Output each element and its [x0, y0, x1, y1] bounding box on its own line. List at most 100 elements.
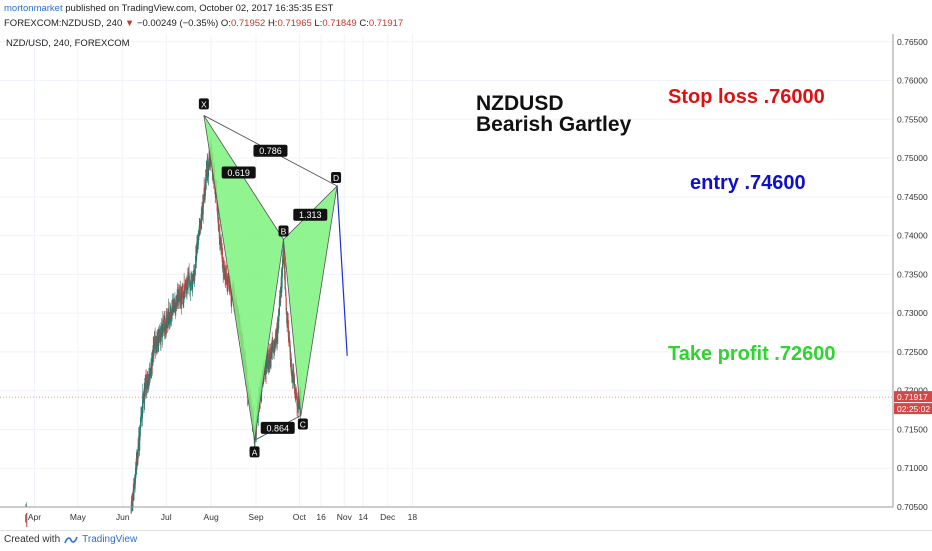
take-profit-label: Take profit .72600 [668, 343, 835, 365]
chart-legend: NZD/USD, 240, FOREXCOM [6, 38, 130, 49]
price-chart[interactable]: 0.619 1.313 0.786 0.864 X A B C D 0.76500 0.76000… [0, 34, 932, 530]
change-arrow-icon: ▼ [124, 18, 135, 29]
countdown-tag [894, 403, 932, 415]
current-price-label: 0.71917 [897, 392, 928, 402]
axes: 0.76500 0.76000 0.75500 0.75000 0.74500 0.740… [0, 34, 932, 522]
candle-body [162, 319, 164, 331]
candle-body [281, 277, 283, 288]
ratio-label: 1.313 [299, 210, 322, 220]
candle-body [226, 274, 228, 282]
open-value: 0.71952 [230, 18, 266, 29]
candle-body [280, 285, 282, 294]
tradingview-brand[interactable]: TradingView [82, 534, 138, 545]
candle-body [269, 359, 271, 363]
candle-body [217, 208, 219, 217]
candle-body [269, 348, 272, 359]
point-label: A [252, 447, 258, 457]
candle-body [172, 301, 174, 308]
author-link[interactable]: mortonmarket [4, 3, 63, 14]
gartley-pattern: 0.619 1.313 0.786 0.864 X A B C D [198, 98, 348, 458]
candle-body [270, 351, 272, 358]
y-tick-label: 0.73000 [897, 308, 928, 318]
candle-body [171, 315, 173, 320]
candle-body [220, 239, 223, 254]
y-tick-label: 0.72000 [897, 386, 928, 396]
candle-body [273, 341, 275, 347]
candle-body [207, 158, 209, 170]
chart-footer: Created with TradingView [0, 530, 932, 551]
candle-body [134, 478, 136, 484]
ratio-label: 0.864 [266, 423, 289, 433]
credit: Created with TradingView [4, 534, 137, 545]
candle-body [184, 288, 186, 295]
candle-body [194, 264, 196, 270]
point-box [198, 98, 209, 110]
pattern-subtitle: Bearish Gartley [476, 113, 632, 136]
ratio-label: 0.619 [227, 168, 250, 178]
current-price-tag [894, 391, 932, 403]
point-label: C [300, 420, 306, 430]
candle-body [294, 387, 296, 395]
candle-body [284, 286, 286, 290]
candle-body [231, 292, 233, 306]
chart-header: mortonmarket published on TradingView.co… [0, 0, 932, 36]
y-tick-label: 0.75000 [897, 153, 928, 163]
created-with-text: Created with [4, 534, 61, 545]
candle-body [181, 294, 183, 304]
x-tick-label: Apr [28, 512, 41, 522]
point-label: D [333, 173, 339, 183]
low-value: 0.71849 [322, 18, 357, 29]
candle-body [132, 507, 134, 512]
ratio-label: 0.786 [259, 146, 282, 156]
x-tick-label: Jul [161, 512, 172, 522]
candle-body [293, 367, 295, 382]
candle-body [218, 223, 220, 233]
candle-body [208, 153, 210, 160]
y-tick-label: 0.76000 [897, 76, 928, 86]
x-tick-label: May [70, 512, 87, 522]
candle-body [144, 384, 146, 397]
candle-body [276, 326, 278, 342]
symbol-interval: FOREXCOM:NZDUSD, 240 [4, 18, 123, 29]
candle-body [130, 505, 132, 514]
x-tick-label: 18 [408, 512, 418, 522]
candle-body [189, 278, 191, 284]
x-tick-label: Jun [116, 512, 130, 522]
tradingview-logo-icon [64, 536, 78, 543]
candle-body [142, 401, 144, 409]
ratio-box [260, 421, 295, 434]
x-tick-label: Oct [293, 512, 307, 522]
candle-body [162, 330, 164, 334]
candle-body [25, 514, 27, 523]
stop-loss-label: Stop loss .76000 [668, 86, 825, 108]
y-tick-label: 0.74500 [897, 192, 928, 202]
ratio-box [221, 166, 256, 179]
countdown-label: 02:25:02 [897, 404, 930, 414]
candle-body [278, 308, 280, 316]
xab-triangle [203, 115, 284, 441]
candle-body [283, 255, 285, 265]
candle-body [188, 272, 190, 276]
candle-body [191, 284, 194, 290]
chart-area[interactable]: 0.619 1.313 0.786 0.864 X A B C D 0.76500 0.76000… [0, 34, 932, 530]
candle-body [287, 320, 289, 337]
candle-body [265, 362, 267, 370]
publish-info: mortonmarket published on TradingView.co… [4, 3, 333, 14]
candle-body [274, 348, 276, 352]
point-box [249, 446, 260, 458]
candle-body [136, 459, 138, 470]
change-value: −0.00249 (−0.35%) [136, 18, 219, 29]
publish-text: published on TradingView.com, October 02… [65, 3, 334, 14]
candle-body [278, 315, 280, 322]
candle-body [132, 493, 134, 501]
candle-body [197, 243, 199, 244]
y-tick-label: 0.75500 [897, 114, 928, 124]
candle-body [137, 442, 140, 452]
pattern-title: NZDUSD [476, 92, 564, 115]
high-label: H: [267, 18, 278, 29]
candle-body [218, 217, 220, 222]
ratio-box [253, 144, 288, 157]
x-tick-label: 16 [316, 512, 326, 522]
candle-body [222, 257, 224, 265]
